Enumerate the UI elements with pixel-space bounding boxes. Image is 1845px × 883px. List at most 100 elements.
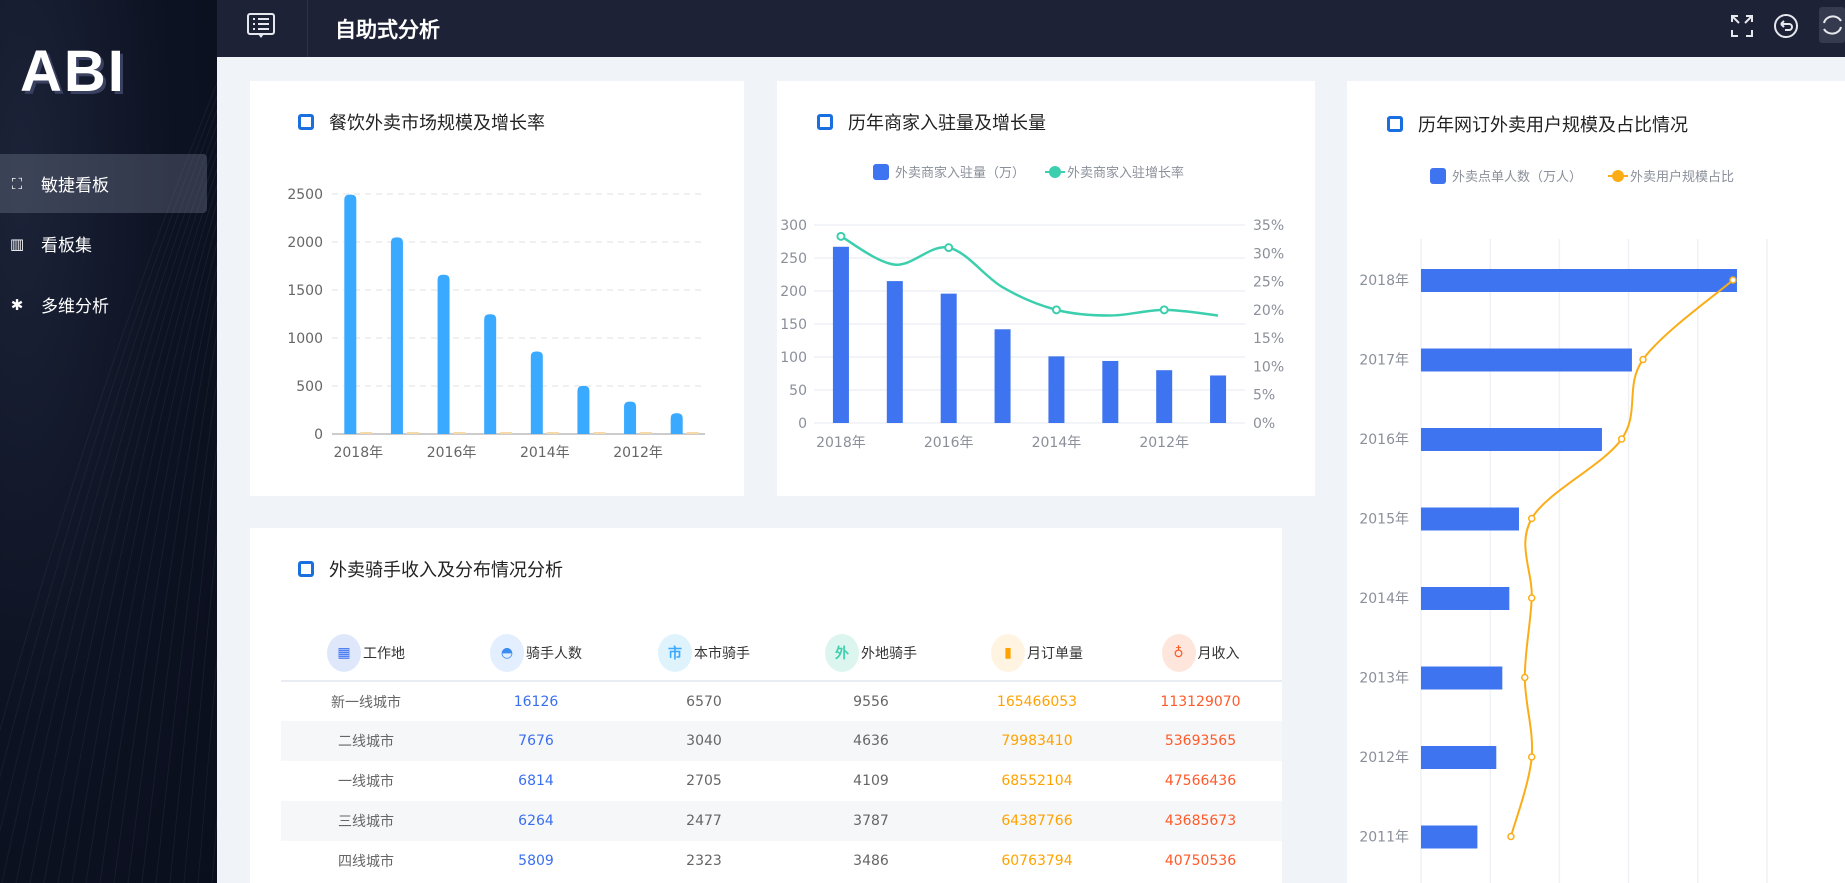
table-cell: 2477: [621, 801, 787, 841]
table-row[interactable]: 四线城市 5809 2323 3486 60763794 40750536: [281, 841, 1282, 881]
y-tick-label: 200: [780, 284, 807, 300]
local-city-icon: 市: [658, 634, 692, 672]
decorative-line: [0, 95, 217, 779]
y-tick-label: 0: [798, 416, 807, 432]
sidebar: ABI ⛶ 敏捷看板 ▥ 看板集 ✱ 多维分析: [0, 0, 217, 883]
line-point: [836, 231, 846, 241]
legend-line-swatch: [1045, 165, 1066, 178]
y-tick-label: 2015年: [1359, 512, 1409, 528]
column-header-label: 月收入: [1197, 646, 1240, 662]
table-cell: 2323: [686, 853, 722, 869]
merchant-card: 历年商家入驻量及增长量 外卖商家入驻量（万） 外卖商家入驻增长率 0 50 100 1…: [777, 81, 1315, 496]
legend-label[interactable]: 外卖用户规模占比: [1630, 170, 1735, 185]
undo-icon[interactable]: [1773, 13, 1799, 43]
growth-rate-line: [840, 235, 1219, 317]
column-header-label: 骑手人数: [526, 646, 582, 662]
column-header-label: 外地骑手: [861, 646, 917, 662]
riders-table: ▦ 工作地 ◓ 骑手人数市本市骑手外外地骑手 ▮ 月订单量 ♁ 月收入 新一线城市 16126 6…: [281, 626, 1282, 881]
table-cell: 6814: [518, 773, 554, 789]
table-row[interactable]: 一线城市 6814 2705 4109 68552104 47566436: [281, 761, 1282, 801]
market-size-chart: 0 500 1000 1500 2000 2500 2018年 2016年 2014年 2012年: [287, 187, 705, 461]
table-row[interactable]: 新一线城市 16126 6570 9556 165466053 113129070: [281, 681, 1282, 721]
line-point: [1527, 594, 1536, 602]
list-icon[interactable]: [247, 13, 275, 43]
legend-label[interactable]: 外卖商家入驻增长率: [1067, 166, 1185, 181]
fullscreen-icon[interactable]: [1730, 14, 1754, 42]
money-bag-icon: ♁: [1161, 634, 1196, 672]
table-cell: 53693565: [1119, 721, 1282, 761]
table-row[interactable]: 三线城市 6264 2477 3787 64387766 43685673: [281, 801, 1282, 841]
table-cell: 3040: [621, 721, 787, 761]
sidebar-item-board-collection[interactable]: ▥ 看板集: [0, 214, 207, 273]
sidebar-background-pattern: [0, 82, 217, 883]
x-tick-label: 2014年: [1032, 435, 1082, 451]
decorative-line: [43, 167, 217, 883]
decorative-line: [127, 294, 217, 883]
y-tick-label: 100: [780, 350, 807, 366]
merchant-chart: 0 50 100 150 200 250 300 0% 5% 10% 15% 20% 25% 30% 35%…: [780, 218, 1284, 451]
y-tick-label: 1500: [287, 283, 323, 299]
users-card: 历年网订外卖用户规模及占比情况 外卖点单人数（万人） 外卖用户规模占比 2018…: [1347, 81, 1845, 883]
decorative-line: [15, 137, 217, 883]
growth-bar: [686, 432, 699, 434]
title-square-icon: [1387, 116, 1403, 132]
table-cell: 3787: [787, 801, 955, 841]
decorative-line: [71, 201, 217, 883]
x-tick-label: 2012年: [613, 445, 663, 461]
line-point: [1527, 753, 1536, 761]
table-cell: 43685673: [1119, 801, 1282, 841]
bar: [390, 237, 403, 434]
decorative-line: [197, 652, 217, 883]
line-point: [1051, 305, 1061, 315]
y2-tick-label: 5%: [1253, 388, 1275, 404]
card-title: 餐饮外卖市场规模及增长率: [298, 109, 545, 135]
table-row[interactable]: 二线城市 7676 3040 4636 79983410 53693565: [281, 721, 1282, 761]
y-tick-label: 2012年: [1359, 750, 1409, 766]
table-cell: 一线城市: [338, 774, 394, 790]
column-header: 外外地骑手: [787, 626, 955, 682]
decorative-line: [183, 530, 217, 883]
y2-tick-label: 10%: [1253, 359, 1284, 375]
title-square-icon: [298, 114, 314, 130]
card-title-text: 历年商家入驻量及增长量: [848, 113, 1046, 134]
growth-bar: [500, 432, 513, 434]
growth-bar: [453, 432, 466, 434]
x-tick-label: 2012年: [1139, 435, 1189, 451]
x-tick-label: 2018年: [816, 435, 866, 451]
bar: [1421, 348, 1632, 372]
line-point: [1639, 355, 1647, 364]
decorative-line: [29, 152, 217, 883]
bar: [344, 194, 357, 434]
chart-legend: 外卖点单人数（万人） 外卖用户规模占比: [1430, 166, 1734, 185]
decorative-line: [155, 377, 217, 883]
column-header-label: 本市骑手: [694, 646, 750, 662]
line-point: [1729, 276, 1737, 284]
line-point: [944, 243, 954, 253]
y2-tick-label: 30%: [1253, 246, 1284, 262]
y2-tick-label: 15%: [1253, 331, 1284, 347]
refresh-icon[interactable]: [1819, 7, 1845, 43]
table-cell: 2705: [686, 773, 722, 789]
legend-label[interactable]: 外卖点单人数（万人）: [1452, 170, 1583, 185]
sidebar-item-agile-board[interactable]: ⛶ 敏捷看板: [0, 154, 207, 213]
sidebar-item-label: 多维分析: [41, 297, 109, 317]
x-tick-label: 2016年: [427, 445, 477, 461]
decorative-line: [85, 220, 217, 883]
out-of-town-icon: 外: [825, 634, 859, 672]
y2-tick-label: 20%: [1253, 303, 1284, 319]
card-title-text: 外卖骑手收入及分布情况分析: [329, 560, 563, 581]
bar: [832, 246, 849, 423]
x-tick-label: 2014年: [520, 445, 570, 461]
dashboard-collection-icon: ▥: [9, 234, 25, 253]
clipboard-icon: ▮: [991, 634, 1025, 672]
table-cell: 二线城市: [281, 721, 451, 761]
table-cell: 四线城市: [338, 854, 394, 870]
bar: [1421, 428, 1602, 451]
y2-tick-label: 0%: [1253, 416, 1275, 432]
table-cell: 4636: [787, 721, 955, 761]
legend-label[interactable]: 外卖商家入驻量（万）: [895, 166, 1026, 181]
table-cell: 165466053: [996, 693, 1078, 710]
sidebar-item-multidimensional-analysis[interactable]: ✱ 多维分析: [0, 275, 207, 334]
legend-bar-swatch: [1430, 167, 1446, 184]
table-cell: 三线城市: [281, 801, 451, 841]
